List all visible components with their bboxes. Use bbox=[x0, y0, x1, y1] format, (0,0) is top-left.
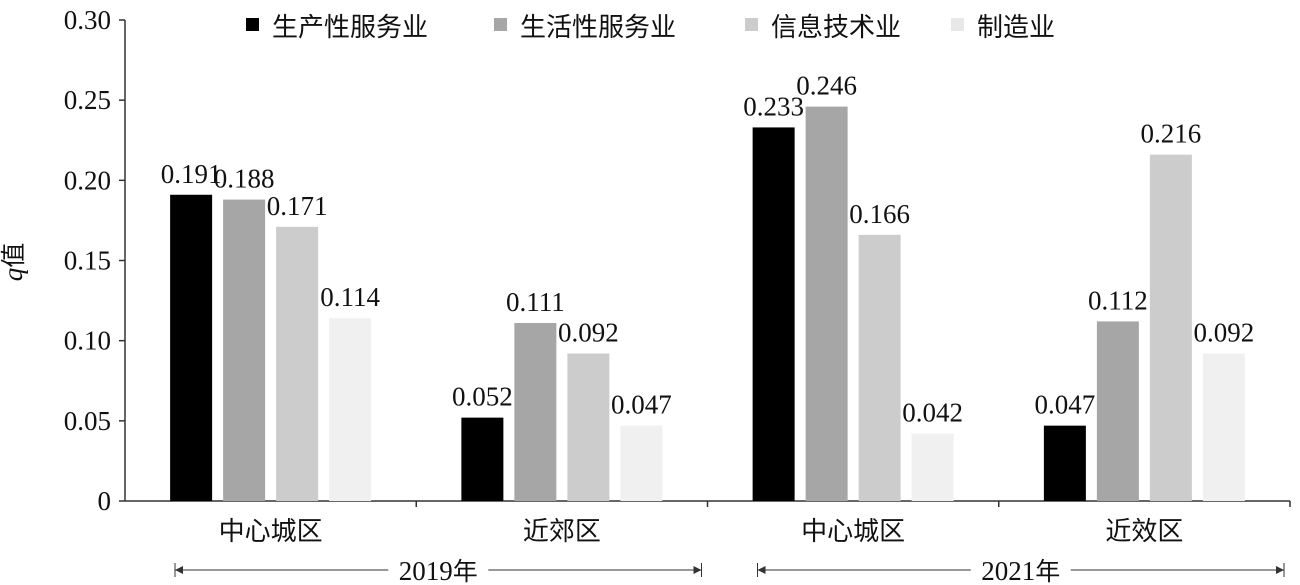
y-axis-label: q值 bbox=[0, 243, 28, 282]
bar bbox=[1149, 154, 1192, 501]
legend-swatch bbox=[951, 18, 964, 31]
y-tick-label: 0.05 bbox=[64, 406, 111, 436]
group-bracket-arrow bbox=[693, 566, 702, 574]
x-tick-label: 中心城区 bbox=[801, 517, 905, 547]
group-bracket-arrow bbox=[1276, 566, 1284, 574]
legend-label: 生产性服务业 bbox=[272, 13, 428, 43]
data-label: 0.191 bbox=[161, 159, 222, 189]
bar bbox=[223, 199, 266, 501]
bar bbox=[461, 417, 504, 501]
bar bbox=[911, 433, 954, 501]
y-tick-label: 0.25 bbox=[64, 85, 111, 115]
x-tick-label: 近效区 bbox=[1105, 517, 1183, 547]
bar bbox=[620, 425, 663, 501]
data-label: 0.112 bbox=[1088, 285, 1148, 315]
group-bracket-arrow bbox=[757, 566, 766, 574]
bar bbox=[276, 226, 319, 501]
y-tick-label: 0 bbox=[98, 486, 112, 516]
bar bbox=[567, 353, 610, 501]
data-label: 0.114 bbox=[320, 282, 380, 312]
y-tick-label: 0.30 bbox=[64, 5, 111, 35]
bar bbox=[1202, 353, 1245, 501]
x-tick-label: 近郊区 bbox=[523, 517, 601, 547]
bar bbox=[1043, 425, 1086, 501]
legend-swatch bbox=[246, 18, 259, 31]
group-label: 2021年 bbox=[981, 556, 1060, 585]
bar bbox=[514, 323, 557, 501]
data-label: 0.092 bbox=[558, 317, 619, 347]
data-label: 0.233 bbox=[743, 91, 804, 121]
y-tick-label: 0.10 bbox=[64, 326, 111, 356]
legend-label: 制造业 bbox=[977, 13, 1055, 43]
bar bbox=[329, 318, 372, 501]
y-tick-label: 0.15 bbox=[64, 246, 111, 276]
data-label: 0.092 bbox=[1194, 317, 1255, 347]
x-tick-label: 中心城区 bbox=[219, 517, 323, 547]
data-label: 0.111 bbox=[506, 287, 565, 317]
legend-swatch bbox=[745, 18, 758, 31]
legend-swatch bbox=[494, 18, 507, 31]
bar bbox=[170, 194, 213, 501]
data-label: 0.171 bbox=[267, 191, 328, 221]
data-label: 0.047 bbox=[1035, 390, 1096, 420]
group-label: 2019年 bbox=[399, 556, 478, 585]
bar bbox=[1096, 321, 1139, 501]
data-label: 0.188 bbox=[214, 164, 275, 194]
data-label: 0.166 bbox=[849, 199, 910, 229]
data-label: 0.047 bbox=[611, 390, 672, 420]
data-label: 0.052 bbox=[452, 382, 513, 412]
legend-label: 生活性服务业 bbox=[520, 13, 676, 43]
y-tick-label: 0.20 bbox=[64, 165, 111, 195]
data-label: 0.216 bbox=[1141, 119, 1202, 149]
data-label: 0.042 bbox=[902, 398, 963, 428]
bar bbox=[858, 234, 901, 501]
legend-label: 信息技术业 bbox=[771, 13, 901, 43]
bar bbox=[805, 106, 848, 501]
bar bbox=[752, 127, 795, 501]
group-bracket-arrow bbox=[175, 566, 183, 574]
data-label: 0.246 bbox=[796, 71, 857, 101]
